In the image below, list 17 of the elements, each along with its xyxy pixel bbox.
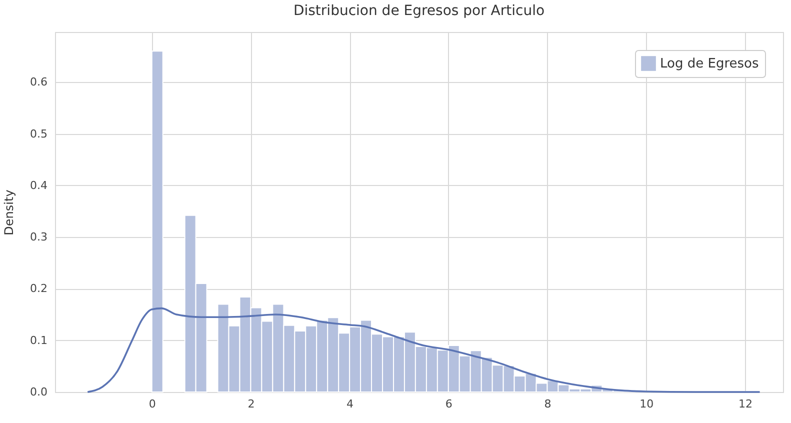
y-tick-label: 0.2: [30, 282, 48, 296]
x-tick-label: 12: [738, 398, 752, 410]
x-tick-label: 4: [346, 398, 354, 410]
y-axis-title: Density: [2, 190, 16, 236]
x-tick-label: 0: [148, 398, 156, 410]
y-tick-label: 0.3: [30, 230, 48, 244]
y-tick-label: 0.1: [30, 334, 48, 347]
legend-label: Log de Egresos: [660, 56, 759, 72]
y-tick-label: 0.4: [30, 178, 48, 192]
x-tick-label: 10: [640, 398, 654, 410]
y-tick-label: 0.6: [30, 76, 48, 89]
y-tick-label: 0.5: [30, 127, 48, 140]
x-tick-label: 2: [248, 398, 255, 410]
x-tick-label: 6: [445, 398, 452, 410]
chart-title: Distribucion de Egresos por Articulo: [293, 3, 545, 19]
y-tick-label: 0.0: [30, 386, 48, 398]
x-tick-label: 8: [544, 398, 552, 410]
